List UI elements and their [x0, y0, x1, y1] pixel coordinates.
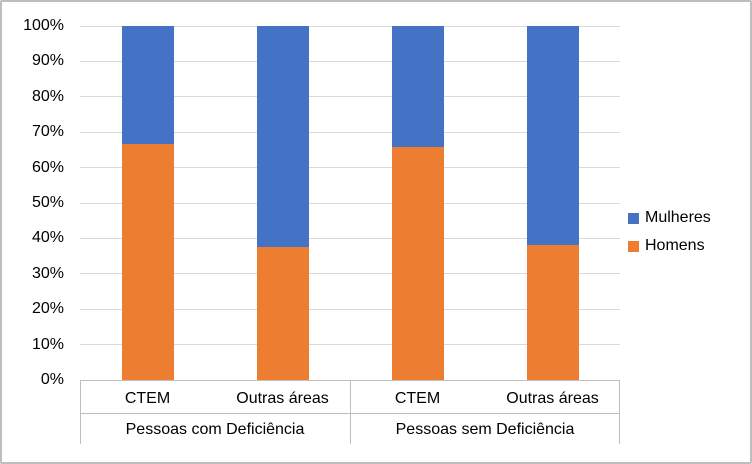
- bar-segment-homens: [121, 143, 174, 380]
- gridline: [80, 237, 620, 239]
- category-axis-level-2: Pessoas com Deficiência Pessoas sem Defic…: [80, 419, 620, 441]
- y-axis-tick-label: 50%: [31, 194, 64, 211]
- gridline: [80, 60, 620, 62]
- gridline: [80, 96, 620, 98]
- y-axis-tick-label: 40%: [31, 229, 64, 247]
- bar-1-outras-áreas: [256, 26, 309, 380]
- gridline: [80, 131, 620, 133]
- bar-segment-mulheres: [256, 26, 309, 248]
- y-axis-tick-label: 90%: [31, 52, 64, 70]
- y-axis-tick-label: 10%: [31, 335, 64, 353]
- gridline: [80, 202, 620, 204]
- category-label: CTEM: [394, 390, 441, 407]
- y-axis-tick-label: 0%: [40, 371, 64, 388]
- legend-label: Mulheres: [645, 209, 711, 226]
- bar-segment-homens: [526, 244, 579, 380]
- y-axis-tick-label: 70%: [31, 123, 64, 141]
- bar-segment-homens: [256, 247, 309, 380]
- y-axis-tick-label: 20%: [31, 300, 64, 318]
- legend: Mulheres Homens: [628, 210, 711, 254]
- group-label: Pessoas sem Deficiência: [395, 421, 575, 438]
- category-label: Outras áreas: [236, 390, 329, 407]
- y-axis-tick-label: 60%: [31, 158, 64, 176]
- y-axis-tick-label: 80%: [31, 87, 64, 105]
- category-axis-level-1: CTEM Outras áreas CTEM Outras áreas: [80, 388, 620, 410]
- legend-swatch-mulheres-icon: [628, 212, 639, 224]
- legend-item-homens: Homens: [628, 238, 711, 254]
- y-axis: 0% 10% 20% 30% 40% 50% 60% 70% 80% 90% 100%: [2, 18, 70, 388]
- gridline: [80, 167, 620, 169]
- plot-area: [80, 25, 620, 381]
- category-label: CTEM: [124, 390, 171, 407]
- y-axis-tick-label: 30%: [31, 264, 64, 282]
- bar-2-ctem: [391, 26, 444, 380]
- y-axis-tick-label: 100%: [23, 17, 64, 34]
- axis-level-divider-line: [80, 413, 620, 414]
- bar-segment-homens: [391, 147, 444, 380]
- gridline: [80, 344, 620, 346]
- bar-0-ctem: [121, 26, 174, 380]
- legend-swatch-homens-icon: [628, 240, 639, 252]
- gridline: [80, 308, 620, 310]
- bar-3-outras-áreas: [526, 26, 579, 380]
- gridline: [80, 273, 620, 275]
- legend-label: Homens: [645, 237, 705, 254]
- bar-segment-mulheres: [391, 26, 444, 148]
- group-label: Pessoas com Deficiência: [125, 421, 305, 438]
- legend-item-mulheres: Mulheres: [628, 210, 711, 226]
- gridline: [80, 25, 620, 27]
- bar-segment-mulheres: [526, 26, 579, 245]
- category-label: Outras áreas: [506, 390, 599, 407]
- bar-segment-mulheres: [121, 26, 174, 144]
